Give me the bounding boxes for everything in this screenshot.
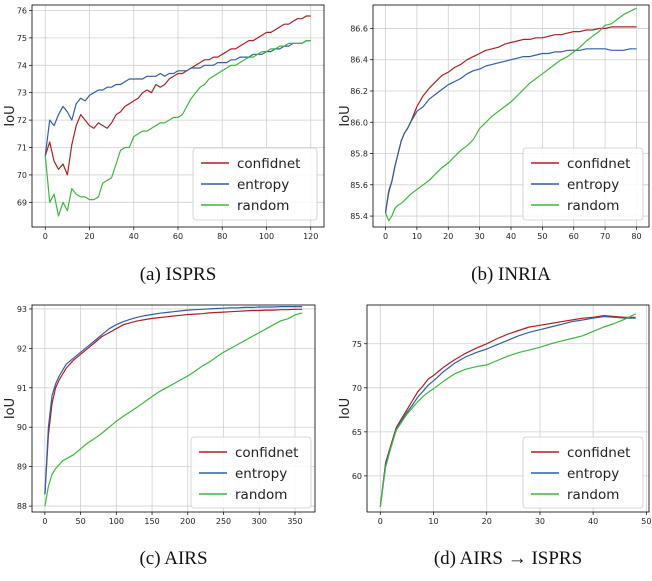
series-line-entropy — [379, 315, 636, 507]
x-tick-label: 150 — [144, 517, 159, 526]
x-tick-label: 10 — [428, 517, 438, 526]
x-tick-label: 0 — [43, 232, 48, 241]
y-tick-label: 75 — [352, 340, 362, 349]
legend-label-random: random — [567, 198, 619, 214]
x-tick-label: 20 — [443, 232, 453, 241]
series-line-confidnet — [44, 15, 311, 176]
x-tick-label: 120 — [303, 232, 318, 241]
series-line-random — [379, 313, 636, 507]
x-tick-label: 40 — [506, 232, 516, 241]
legend-label-random: random — [237, 198, 289, 214]
series-line-confidnet — [379, 315, 636, 507]
x-tick-label: 30 — [535, 517, 545, 526]
chart-panel-4: 0 10 20 30 40 50 60 65 70 75 IoU confidnet entropy ra… — [338, 304, 651, 569]
y-tick-label: 60 — [352, 472, 362, 481]
panel-caption: (d) AIRS → ISPRS — [434, 548, 582, 569]
y-tick-label: 70 — [17, 171, 27, 180]
y-tick-label: 85.8 — [350, 150, 368, 159]
x-tick-label: 60 — [173, 232, 183, 241]
y-axis-label: IoU — [3, 398, 18, 419]
legend-label-confidnet: confidnet — [237, 156, 300, 172]
panel-caption: (b) INRIA — [471, 264, 551, 285]
x-tick-label: 80 — [217, 232, 227, 241]
x-tick-label: 70 — [600, 232, 610, 241]
legend-label-entropy: entropy — [237, 177, 289, 193]
plot-frame — [31, 304, 316, 513]
x-tick-label: 30 — [475, 232, 485, 241]
x-tick-label: 100 — [259, 232, 274, 241]
x-tick-label: 100 — [109, 517, 124, 526]
y-tick-label: 86.0 — [350, 118, 368, 127]
x-tick-label: 300 — [252, 517, 267, 526]
legend-label-confidnet: confidnet — [567, 156, 630, 172]
x-tick-label: 60 — [569, 232, 579, 241]
plot-frame — [366, 304, 650, 513]
x-tick-label: 250 — [216, 517, 231, 526]
x-tick-label: 20 — [482, 517, 492, 526]
y-tick-label: 90 — [17, 423, 27, 432]
legend-box — [522, 147, 644, 221]
y-tick-label: 76 — [17, 6, 27, 15]
y-tick-label: 86.2 — [350, 87, 368, 96]
series-line-random — [384, 7, 637, 222]
chart-panel-1: 0 20 40 60 80 100 120 69 70 71 72 73 74 75 76 IoU confid… — [3, 4, 325, 285]
series-line-random — [44, 39, 311, 217]
y-tick-label: 85.4 — [350, 212, 368, 221]
panel-caption: (a) ISPRS — [140, 264, 217, 285]
x-tick-label: 20 — [84, 232, 94, 241]
y-tick-label: 69 — [17, 198, 27, 207]
panel-caption: (c) AIRS — [139, 548, 207, 569]
y-tick-label: 86.4 — [350, 56, 368, 65]
y-tick-label: 73 — [17, 89, 27, 98]
y-tick-label: 89 — [17, 463, 27, 472]
series-line-random — [44, 312, 303, 507]
y-tick-label: 72 — [17, 116, 27, 125]
x-tick-label: 0 — [383, 232, 388, 241]
legend-label-entropy: entropy — [567, 466, 619, 482]
y-tick-label: 92 — [17, 344, 27, 353]
y-tick-label: 86.6 — [350, 24, 368, 33]
x-tick-label: 80 — [631, 232, 641, 241]
x-tick-label: 40 — [129, 232, 139, 241]
legend-box — [522, 436, 644, 509]
x-tick-label: 50 — [537, 232, 547, 241]
legend-label-confidnet: confidnet — [567, 445, 630, 461]
x-tick-label: 40 — [588, 517, 598, 526]
chart-panel-3: 0 50 100 150 200 250 300 350 88 89 90 91 92 93 IoU conf… — [3, 304, 316, 569]
x-tick-label: 350 — [287, 517, 302, 526]
y-tick-label: 88 — [17, 502, 27, 511]
legend-label-entropy: entropy — [235, 466, 287, 482]
y-axis-label: IoU — [338, 105, 353, 126]
series-line-entropy — [384, 48, 637, 213]
y-axis-label: IoU — [338, 398, 353, 419]
legend-label-random: random — [567, 487, 619, 503]
y-tick-label: 71 — [17, 144, 27, 153]
legend-label-entropy: entropy — [567, 177, 619, 193]
chart-panel-2: 0 10 20 30 40 50 60 70 80 85.4 85.6 85.8 86.0 86.2 86.… — [338, 4, 650, 285]
y-tick-label: 91 — [17, 384, 27, 393]
y-tick-label: 75 — [17, 34, 27, 43]
series-line-confidnet — [44, 308, 303, 495]
y-tick-label: 70 — [352, 384, 362, 393]
y-tick-label: 65 — [352, 428, 362, 437]
series-line-entropy — [44, 306, 303, 495]
legend-label-random: random — [235, 487, 287, 503]
x-tick-label: 0 — [378, 517, 383, 526]
x-tick-label: 50 — [641, 517, 651, 526]
legend-label-confidnet: confidnet — [235, 445, 298, 461]
legend-box — [190, 436, 312, 509]
x-tick-label: 50 — [76, 517, 86, 526]
y-tick-label: 93 — [17, 305, 27, 314]
x-tick-label: 10 — [412, 232, 422, 241]
y-axis-label: IoU — [3, 105, 18, 126]
y-tick-label: 85.6 — [350, 181, 368, 190]
y-tick-label: 74 — [17, 61, 27, 70]
legend-box — [192, 147, 318, 221]
x-tick-label: 0 — [42, 517, 47, 526]
x-tick-label: 200 — [180, 517, 195, 526]
